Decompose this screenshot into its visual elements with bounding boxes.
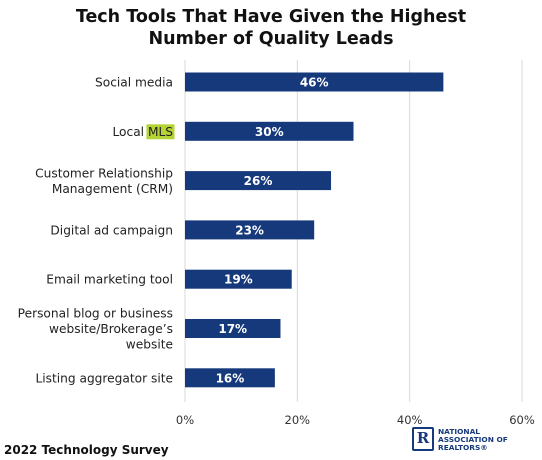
bar: [185, 220, 315, 240]
chart-title-line: Number of Quality Leads: [148, 29, 394, 49]
source-note: 2022 Technology Survey: [4, 443, 169, 457]
logo-text-line: NATIONAL: [438, 427, 481, 436]
data-label: 17%: [218, 322, 247, 336]
category-label: Management (CRM): [52, 182, 173, 196]
category-label: website/Brokerage’s: [49, 322, 173, 336]
nar-logo: R NATIONAL ASSOCIATION OF REALTORS®: [412, 427, 520, 453]
bar: [185, 269, 292, 289]
x-tick-label: 20%: [285, 413, 311, 427]
category-label: Local MLS: [112, 125, 173, 139]
bar: [185, 72, 444, 92]
bar: [185, 121, 354, 141]
data-label: 19%: [224, 273, 253, 287]
chart-title: Tech Tools That Have Given the Highest N…: [0, 6, 542, 50]
data-label: 46%: [300, 76, 329, 90]
bar: [185, 319, 281, 338]
data-label: 30%: [255, 125, 284, 139]
data-label: 23%: [235, 223, 264, 237]
data-label: 26%: [244, 174, 273, 188]
category-label: Social media: [95, 76, 173, 90]
category-label: Personal blog or business: [18, 307, 173, 321]
logo-text: NATIONAL ASSOCIATION OF REALTORS®: [438, 428, 508, 452]
x-tick-label: 40%: [397, 413, 423, 427]
data-label: 16%: [216, 371, 245, 385]
logo-text-line: ASSOCIATION OF: [438, 435, 508, 444]
x-tick-label: 60%: [509, 413, 535, 427]
bar: [185, 368, 275, 388]
realtor-r-logo-icon: R: [412, 427, 434, 451]
label-highlight: [146, 124, 175, 140]
category-label: Email marketing tool: [46, 273, 173, 287]
bar: [185, 171, 332, 191]
category-label: Listing aggregator site: [35, 371, 173, 385]
logo-text-line: REALTORS®: [438, 443, 488, 452]
x-tick-label: 0%: [176, 413, 194, 427]
category-label: website: [126, 338, 173, 352]
category-label: Customer Relationship: [35, 166, 173, 180]
category-label: Digital ad campaign: [50, 223, 173, 237]
chart-title-line: Tech Tools That Have Given the Highest: [75, 7, 467, 27]
